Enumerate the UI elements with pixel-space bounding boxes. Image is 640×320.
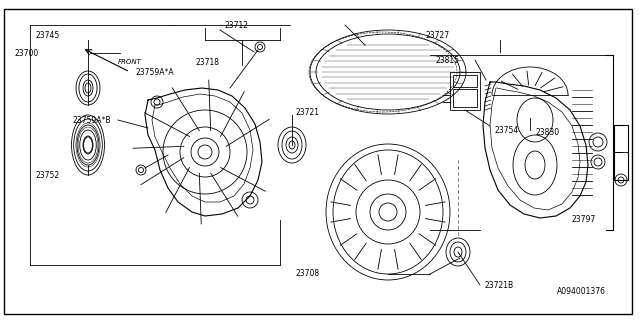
Text: 23759A*A: 23759A*A — [135, 68, 173, 76]
Text: 23815: 23815 — [435, 55, 459, 65]
Text: 23754: 23754 — [494, 125, 518, 134]
Text: 23759A*B: 23759A*B — [72, 116, 111, 124]
Text: 23745: 23745 — [35, 30, 60, 39]
Bar — [453, 89, 477, 107]
Text: FRONT: FRONT — [118, 59, 142, 65]
Text: 23712: 23712 — [224, 20, 248, 29]
Text: 23752: 23752 — [35, 171, 59, 180]
Text: 23830: 23830 — [535, 127, 559, 137]
Text: 23721B: 23721B — [484, 281, 513, 290]
Text: 23718: 23718 — [195, 58, 219, 67]
Text: 23797: 23797 — [572, 215, 596, 225]
Bar — [453, 75, 477, 87]
Text: A094001376: A094001376 — [557, 286, 606, 295]
Text: 23721: 23721 — [295, 108, 319, 116]
Bar — [614, 125, 628, 180]
Text: 23708: 23708 — [295, 269, 319, 278]
Text: 23700: 23700 — [14, 49, 38, 58]
Text: 23727: 23727 — [425, 30, 449, 39]
Bar — [450, 72, 480, 110]
